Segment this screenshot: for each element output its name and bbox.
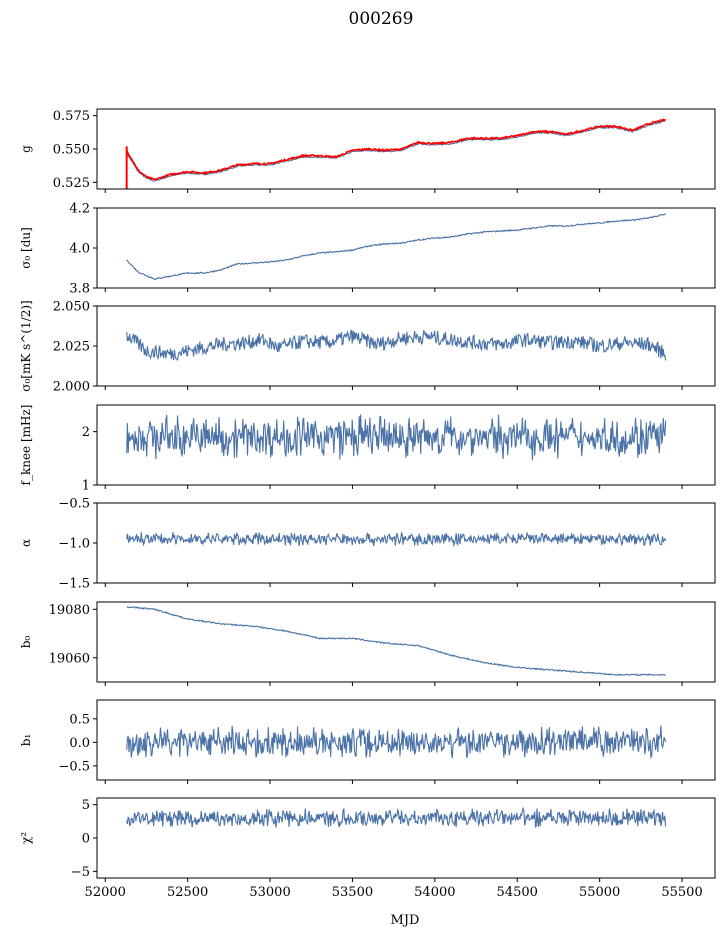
axes-frame-chi2 xyxy=(96,797,716,879)
y-axis-label-sigma0: σ₀ [du] xyxy=(19,227,33,269)
y-tick-label: 1 xyxy=(82,479,90,494)
panel-sigma0: 3.8 4.0 4.2 σ₀ [du] xyxy=(19,202,716,297)
y-tick-label: 2.025 xyxy=(53,340,90,355)
axes-frame-fknee xyxy=(96,404,716,486)
y-tick-label: 0.5 xyxy=(69,712,90,727)
y-tick-label: −1.0 xyxy=(58,537,90,552)
series-line-alpha xyxy=(126,531,667,548)
series-line-sigma0_wn xyxy=(126,329,667,362)
y-tick-label: −0.5 xyxy=(58,497,90,512)
x-tick-label: 55500 xyxy=(661,885,702,900)
x-tick-label: 53500 xyxy=(332,885,373,900)
series-line-b1 xyxy=(126,725,667,760)
y-tick-label: 0.575 xyxy=(53,109,90,124)
panel-b0: 19060 19080 b₀ xyxy=(19,601,716,686)
overlay-line-g xyxy=(125,118,667,181)
y-tick-label: 19080 xyxy=(49,603,90,618)
y-tick-label: 0.0 xyxy=(69,736,90,751)
axes-frame-b0 xyxy=(96,601,716,683)
panel-g: 0.525 0.550 0.575 g xyxy=(19,108,716,193)
panel-b1: −0.5 0.0 0.5 b₁ xyxy=(19,699,716,784)
y-tick-label: −5 xyxy=(71,865,90,880)
series-line-b0 xyxy=(126,606,666,677)
y-tick-label: 2 xyxy=(82,425,90,440)
panel-fknee: 1 2 f_knee [mHz] xyxy=(19,404,716,494)
y-tick-label: 3.8 xyxy=(69,282,90,297)
x-tick-label: 54500 xyxy=(497,885,538,900)
x-tick-label: 55000 xyxy=(579,885,620,900)
y-axis-label-b0: b₀ xyxy=(19,636,33,649)
axes-frame-b1 xyxy=(96,699,716,781)
series-line-chi2 xyxy=(126,806,667,829)
y-axis-label-sigma0_wn: σ₀[mK s^(1/2)] xyxy=(19,300,33,391)
y-tick-label: 19060 xyxy=(49,651,90,666)
y-axis-label-alpha: α xyxy=(19,539,33,547)
axes-frame-sigma0 xyxy=(96,207,716,289)
series-line-fknee xyxy=(126,414,667,461)
y-axis-label-b1: b₁ xyxy=(19,734,33,747)
y-axis-label-fknee: f_knee [mHz] xyxy=(19,405,33,486)
figure-title: 000269 xyxy=(349,9,414,29)
x-tick-label: 53000 xyxy=(249,885,290,900)
y-tick-label: 5 xyxy=(82,798,90,813)
panel-chi2: −5 0 5 52000 52500 53000 53500 54000 54500 55000 5… xyxy=(19,797,716,900)
series-line-g xyxy=(126,120,666,182)
y-tick-label: 0 xyxy=(82,832,90,847)
x-tick-label: 54000 xyxy=(414,885,455,900)
panel-alpha: −1.5 −1.0 −0.5 α xyxy=(19,497,716,592)
y-tick-label: 0.525 xyxy=(53,176,90,191)
x-tick-label: 52000 xyxy=(85,885,126,900)
y-tick-label: 2.000 xyxy=(53,380,90,395)
x-axis-label: MJD xyxy=(391,913,420,928)
y-tick-label: −1.5 xyxy=(58,577,90,592)
y-tick-label: 2.050 xyxy=(53,300,90,315)
y-tick-label: 4.2 xyxy=(69,202,90,217)
x-tick-label: 52500 xyxy=(167,885,208,900)
y-tick-label: −0.5 xyxy=(58,759,90,774)
y-axis-label-chi2: χ² xyxy=(19,832,33,844)
panel-sigma0_wn: 2.000 2.025 2.050 σ₀[mK s^(1/2)] xyxy=(19,300,716,395)
y-tick-label: 0.550 xyxy=(53,143,90,158)
y-tick-label: 4.0 xyxy=(69,242,90,257)
y-axis-label-g: g xyxy=(19,145,33,153)
series-line-sigma0 xyxy=(126,213,666,280)
